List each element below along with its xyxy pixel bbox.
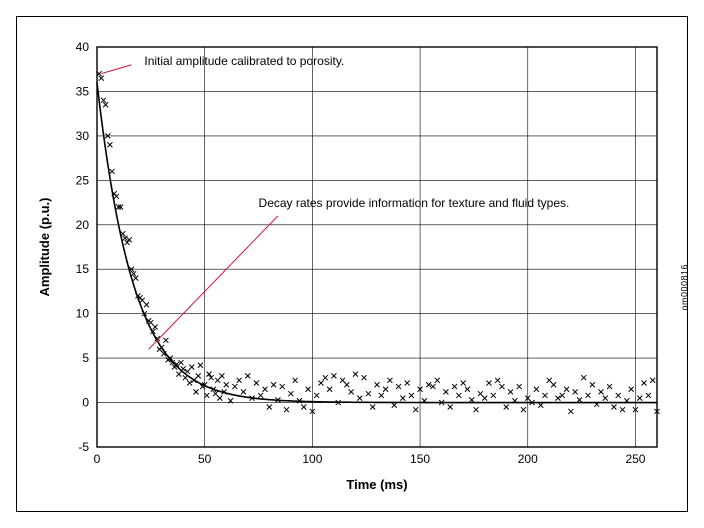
svg-text:200: 200 (518, 452, 538, 466)
svg-text:150: 150 (410, 452, 430, 466)
svg-text:Decay rates provide informatio: Decay rates provide information for text… (259, 196, 570, 210)
chart-frame: 0 50 100 150 200 250 -5 0 5 10 15 20 25 30 35 40 Initial… (16, 16, 688, 512)
chart-container: 0 50 100 150 200 250 -5 0 5 10 15 20 25 30 35 40 Initial… (17, 17, 687, 511)
svg-text:20: 20 (76, 218, 90, 232)
svg-text:50: 50 (198, 452, 212, 466)
svg-text:0: 0 (94, 452, 101, 466)
svg-text:15: 15 (76, 262, 90, 276)
svg-text:250: 250 (625, 452, 645, 466)
figure-code: om000816 (680, 264, 690, 311)
svg-text:5: 5 (82, 351, 89, 365)
svg-text:30: 30 (76, 129, 90, 143)
svg-text:0: 0 (82, 396, 89, 410)
svg-text:-5: -5 (78, 440, 89, 454)
svg-text:Initial amplitude calibrated t: Initial amplitude calibrated to porosity… (144, 54, 344, 68)
svg-text:25: 25 (76, 173, 90, 187)
svg-text:Time (ms): Time (ms) (346, 477, 407, 492)
svg-text:40: 40 (76, 40, 90, 54)
svg-text:35: 35 (76, 84, 90, 98)
svg-text:Amplitude (p.u.): Amplitude (p.u.) (37, 198, 52, 297)
svg-text:100: 100 (302, 452, 322, 466)
decay-chart: 0 50 100 150 200 250 -5 0 5 10 15 20 25 30 35 40 Initial… (17, 17, 687, 511)
svg-text:10: 10 (76, 307, 90, 321)
